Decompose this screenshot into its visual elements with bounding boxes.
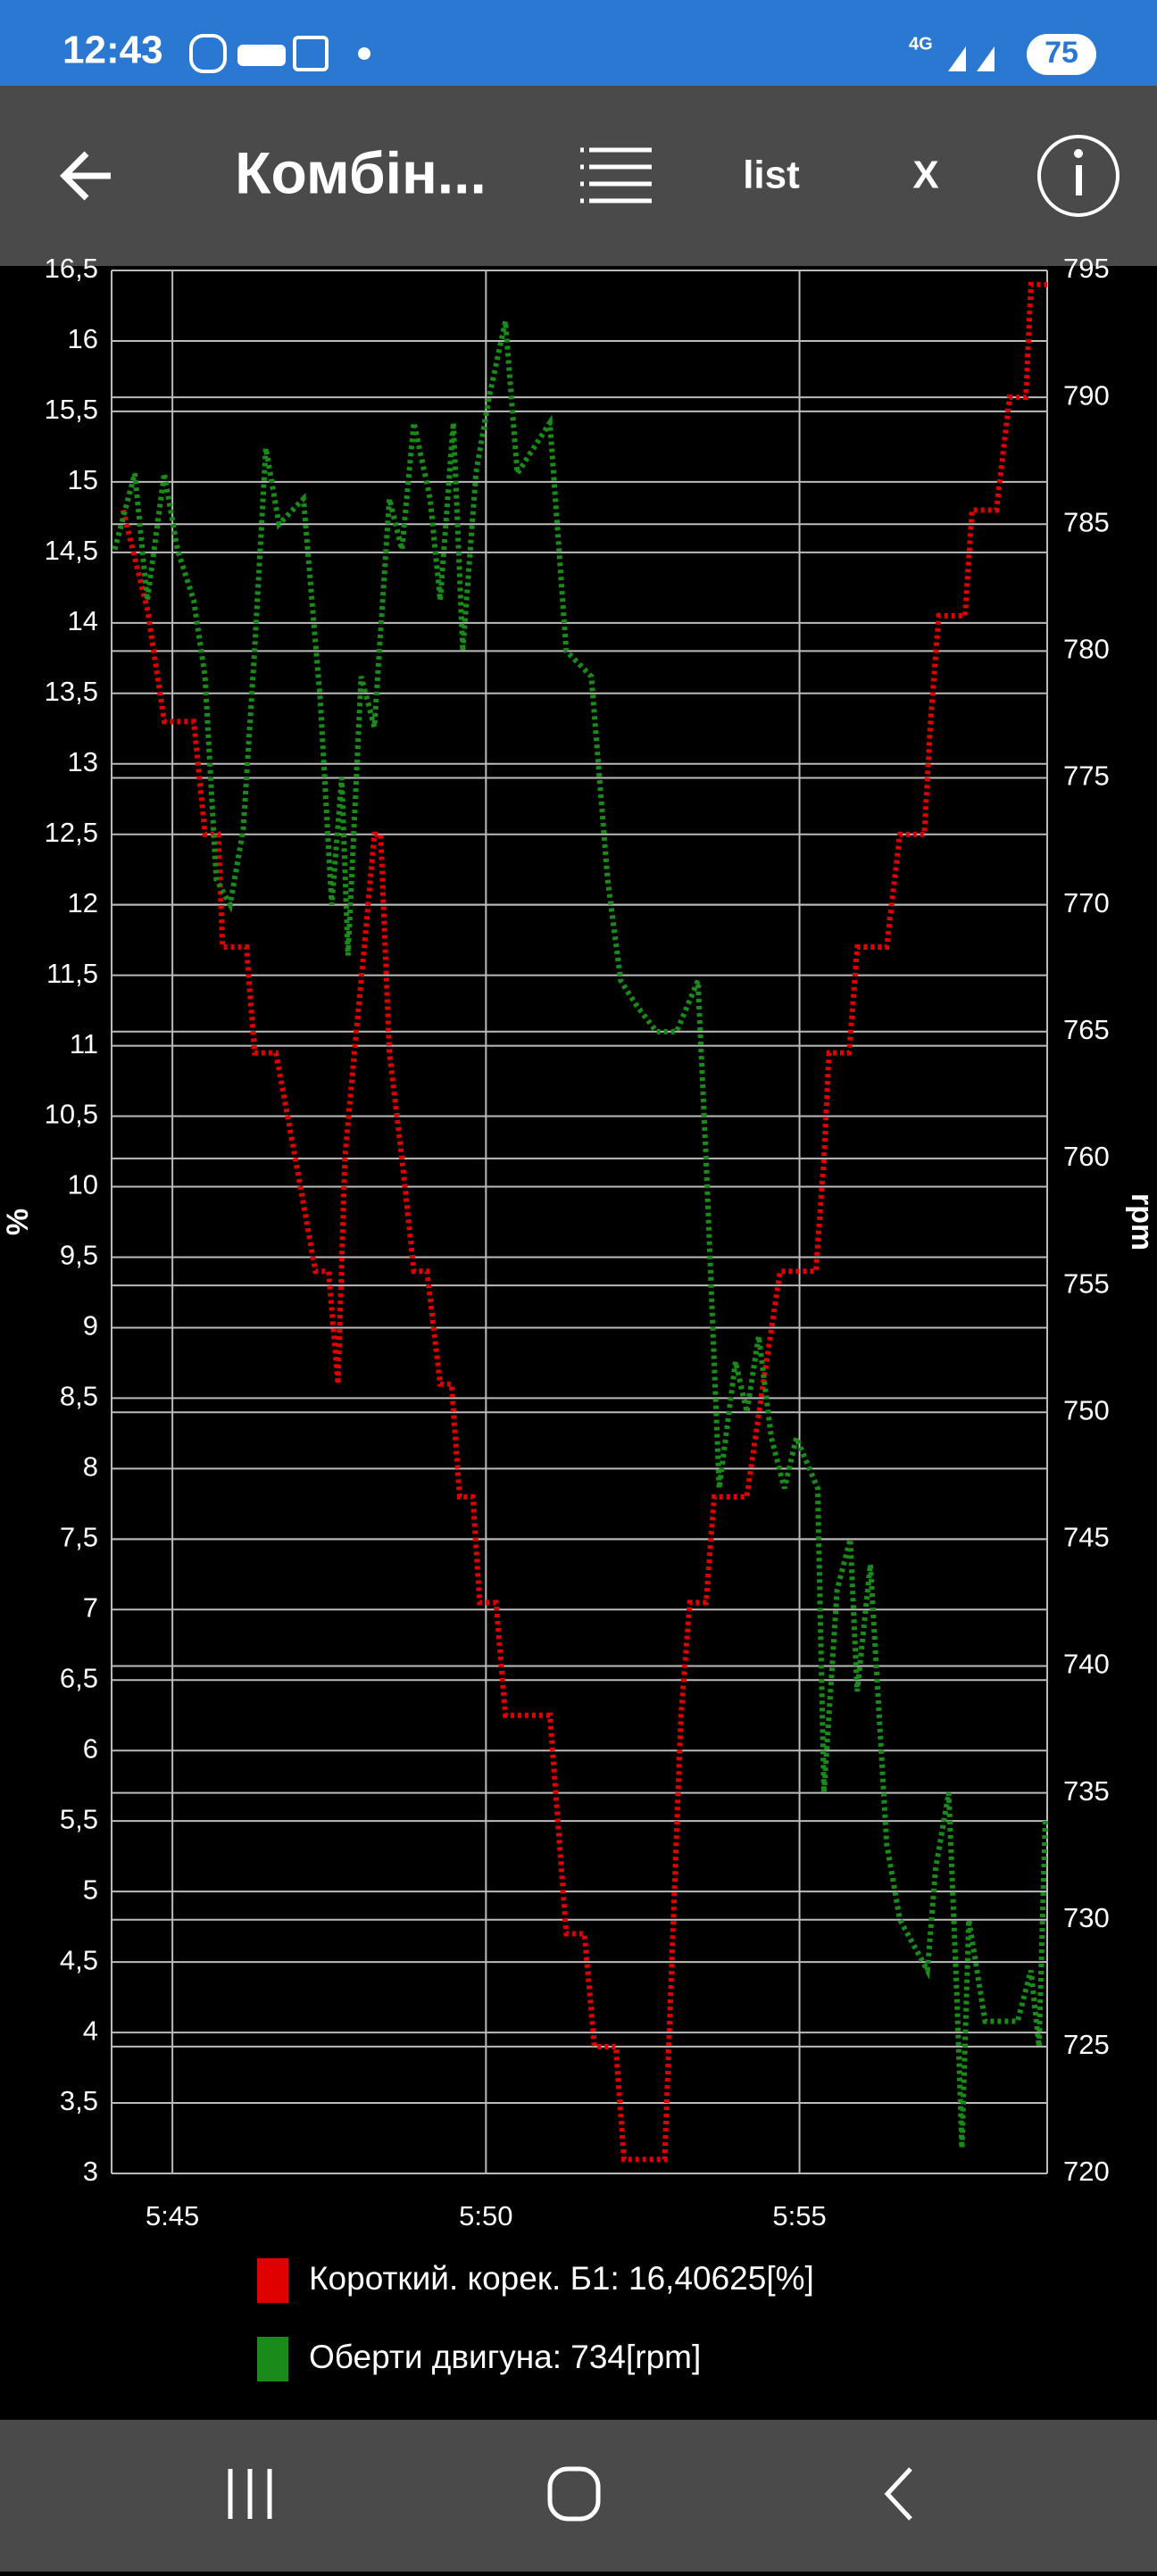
- list-button[interactable]: list: [743, 154, 800, 197]
- toolbar-title: Комбін...: [235, 139, 487, 205]
- x-tick-label: 5:45: [146, 2200, 199, 2231]
- back-nav-button[interactable]: [884, 2467, 912, 2521]
- y-tick-label: 8,5: [60, 1381, 98, 1412]
- y-tick-label: 6,5: [60, 1662, 98, 1693]
- nav-buttons: [228, 2466, 912, 2522]
- y-tick-label: 10,5: [45, 1099, 98, 1130]
- legend-label: Короткий. корек. Б1: 16,40625[%]: [309, 2260, 814, 2297]
- series-line: [120, 281, 1047, 2163]
- y-tick-label: 11: [70, 1028, 98, 1059]
- y-tick-label: 15: [68, 464, 98, 495]
- y2-tick-label: 775: [1063, 760, 1110, 792]
- y-axis-label: %: [1, 1209, 35, 1235]
- recents-button[interactable]: [228, 2469, 272, 2519]
- y2-tick-label: 765: [1063, 1014, 1110, 1045]
- y-tick-label: 10: [68, 1169, 98, 1201]
- nav-bar: [0, 2420, 1157, 2572]
- y-tick-label: 13,5: [45, 676, 98, 707]
- info-button[interactable]: [1037, 135, 1120, 217]
- status-icons: [189, 34, 995, 73]
- y-tick-label: 7,5: [60, 1522, 98, 1553]
- toolbar: [0, 86, 1157, 266]
- y-tick-label: 13: [68, 746, 98, 777]
- y-tick-label: 7: [83, 1591, 98, 1623]
- legend-label: Оберти двигуна: 734[rpm]: [309, 2339, 701, 2375]
- y2-tick-label: 795: [1063, 253, 1110, 284]
- y-tick-label: 9,5: [60, 1240, 98, 1271]
- y-tick-label: 14: [68, 605, 98, 636]
- battery-level: 75: [1045, 36, 1078, 70]
- legend-swatch: [257, 2258, 288, 2303]
- chart: 3 3,5 4 4,5 5 5,5 6 6,5 7 7,5 8 8,5 9 9,5 10 10,5 11 11,5…: [1, 253, 1157, 2381]
- y-tick-label: 12: [68, 887, 98, 918]
- y2-tick-label: 725: [1063, 2029, 1110, 2060]
- back-button[interactable]: [60, 151, 111, 201]
- y-tick-label: 3,5: [60, 2085, 98, 2116]
- series-line: [112, 320, 1048, 2148]
- legend-swatch: [257, 2337, 288, 2381]
- home-button[interactable]: [547, 2466, 601, 2522]
- y2-tick-label: 760: [1063, 1141, 1110, 1172]
- y-tick-label: 8: [83, 1451, 98, 1483]
- y2-tick-label: 785: [1063, 506, 1110, 537]
- y2-tick-label: 780: [1063, 634, 1110, 665]
- menu-button[interactable]: [580, 147, 652, 204]
- close-button[interactable]: X: [912, 154, 938, 197]
- y2-tick-label: 730: [1063, 1902, 1110, 1933]
- y-tick-label: 5: [83, 1874, 98, 1905]
- y2-tick-label: 740: [1063, 1649, 1110, 1680]
- status-network: 4G: [909, 34, 933, 54]
- y-tick-label: 9: [83, 1310, 98, 1342]
- y-tick-label: 4,5: [60, 1944, 98, 1975]
- y2-axis-label: rpm: [1125, 1193, 1157, 1251]
- y2-tick-label: 735: [1063, 1775, 1110, 1807]
- y-tick-label: 6: [83, 1733, 98, 1764]
- y-tick-label: 4: [83, 2015, 98, 2046]
- y2-tick-label: 790: [1063, 379, 1110, 411]
- y-tick-label: 3: [83, 2156, 98, 2187]
- y-tick-label: 16,5: [45, 253, 98, 284]
- battery-pill: [1027, 34, 1096, 75]
- status-time: 12:43: [62, 29, 163, 72]
- y2-tick-label: 770: [1063, 887, 1110, 918]
- y2-tick-label: 745: [1063, 1522, 1110, 1553]
- y-tick-label: 16: [68, 323, 98, 354]
- y2-tick-label: 750: [1063, 1394, 1110, 1425]
- y-tick-label: 15,5: [45, 394, 98, 425]
- y-tick-label: 14,5: [45, 535, 98, 566]
- y-tick-label: 12,5: [45, 817, 98, 848]
- y-tick-label: 11,5: [46, 958, 98, 989]
- x-tick-label: 5:55: [772, 2200, 826, 2231]
- y-tick-label: 5,5: [60, 1803, 98, 1834]
- x-tick-label: 5:50: [459, 2200, 512, 2231]
- status-bar: [0, 0, 1157, 86]
- y2-tick-label: 755: [1063, 1267, 1110, 1299]
- y2-tick-label: 720: [1063, 2156, 1110, 2187]
